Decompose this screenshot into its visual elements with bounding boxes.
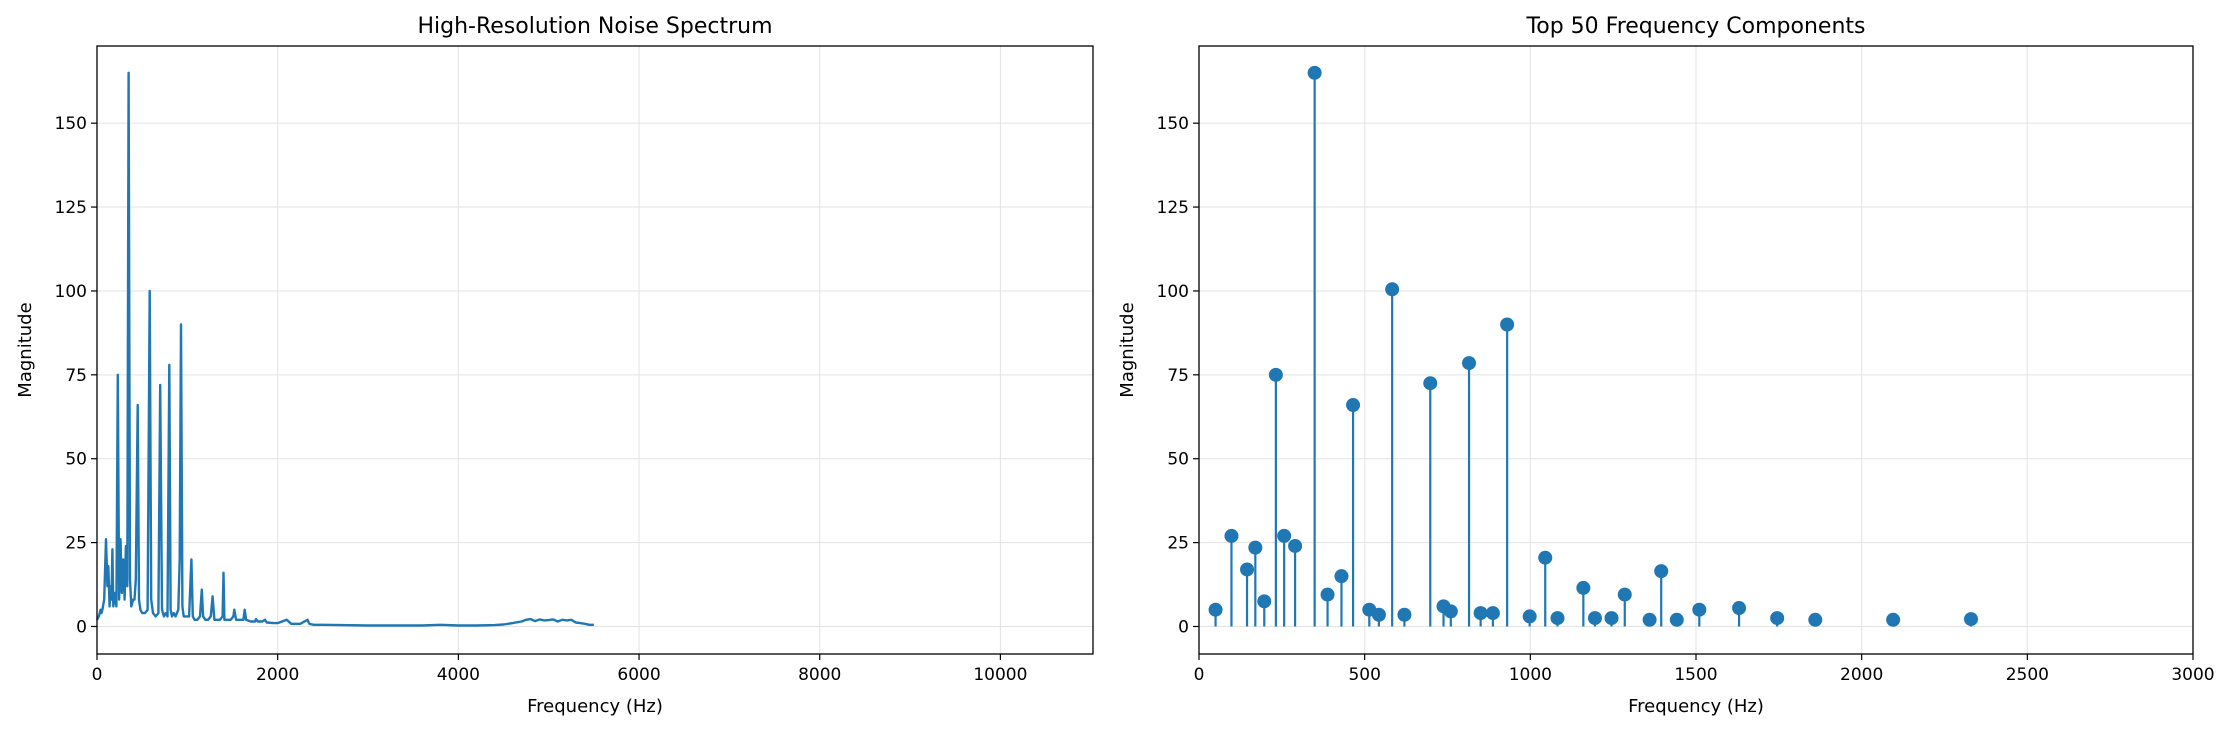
top-components-marker — [1808, 612, 1823, 627]
top-components-x-tick-label: 2500 — [2006, 665, 2049, 685]
top-components-marker — [1423, 376, 1438, 391]
top-components-marker — [1522, 609, 1537, 624]
top-components-marker — [1371, 607, 1386, 622]
top-components-marker — [1334, 569, 1349, 584]
top-components-marker — [1320, 587, 1335, 602]
top-components-marker — [1307, 65, 1322, 80]
top-components-marker — [1576, 580, 1591, 595]
spectrum-x-label: Frequency (Hz) — [527, 696, 663, 717]
top-components-marker — [1248, 540, 1263, 555]
top-components-marker — [1208, 602, 1223, 617]
top-components-marker — [1964, 612, 1979, 627]
top-components-marker — [1654, 564, 1669, 579]
top-components-y-tick-label: 25 — [1167, 534, 1189, 554]
top-components-marker — [1550, 611, 1565, 626]
spectrum-marks — [95, 71, 594, 627]
top-components-marker — [1500, 317, 1515, 332]
spectrum-x-tick-label: 0 — [92, 665, 103, 685]
top-components-marker — [1397, 607, 1412, 622]
spectrum-y-tick-label: 50 — [65, 450, 87, 470]
spectrum-title: High-Resolution Noise Spectrum — [417, 14, 772, 39]
top-components-y-tick-label: 100 — [1157, 282, 1189, 302]
spectrum-y-tick-label: 25 — [65, 534, 87, 554]
top-components-marker — [1770, 611, 1785, 626]
top-components-x-tick-label: 500 — [1348, 665, 1380, 685]
spectrum-x-tick-label: 10000 — [973, 665, 1027, 685]
top-components-marks — [1208, 65, 1979, 627]
top-components-marker — [1669, 612, 1684, 627]
top-components-y-tick-label: 0 — [1178, 617, 1189, 637]
top-components-marker — [1288, 538, 1303, 553]
top-components-grid — [1198, 46, 2194, 654]
spectrum-x-tick-label: 2000 — [256, 665, 299, 685]
top-components-x-label: Frequency (Hz) — [1628, 696, 1764, 717]
spectrum-x-tick-label: 6000 — [617, 665, 660, 685]
top-components-marker — [1617, 587, 1632, 602]
spectrum-y-tick-label: 100 — [55, 282, 87, 302]
top-components-y-label: Magnitude — [1117, 302, 1138, 397]
top-components-marker — [1538, 550, 1553, 565]
top-components-marker — [1485, 606, 1500, 621]
spectrum-axes-frame — [96, 45, 1094, 655]
top-components-y-tick-label: 75 — [1167, 366, 1189, 386]
top-components-title: Top 50 Frequency Components — [1526, 14, 1866, 39]
top-components-marker — [1732, 601, 1747, 616]
spectrum-y-tick-label: 125 — [55, 198, 87, 218]
top-components-marker — [1587, 611, 1602, 626]
top-components-marker — [1257, 594, 1272, 609]
top-components-x-tick-label: 2000 — [1840, 665, 1883, 685]
spectrum-ticks: 0 2000 4000 6000 8000 10000 0 25 50 75 100 125 150 — [55, 114, 1028, 685]
top-components-y-tick-label: 50 — [1167, 450, 1189, 470]
spectrum-series-line — [95, 71, 594, 627]
top-components-marker — [1224, 528, 1239, 543]
top-components-x-tick-label: 0 — [1194, 665, 1205, 685]
top-components-marker — [1642, 612, 1657, 627]
top-components-marker — [1692, 602, 1707, 617]
top-components-marker — [1604, 611, 1619, 626]
top-components-marker — [1346, 398, 1361, 413]
top-components-marker — [1385, 282, 1400, 297]
top-components-y-tick-label: 150 — [1157, 114, 1189, 134]
top-components-marker — [1240, 562, 1255, 577]
spectrum-x-tick-label: 4000 — [437, 665, 480, 685]
top-components-x-tick-label: 3000 — [2171, 665, 2214, 685]
top-components-ticks: 0 500 1000 1500 2000 2500 3000 0 25 50 75 100 125 150 — [1157, 114, 2215, 685]
top-components-x-tick-label: 1500 — [1674, 665, 1717, 685]
spectrum-x-tick-label: 8000 — [798, 665, 841, 685]
spectrum-y-label: Magnitude — [15, 302, 36, 397]
top-components-panel: 0 500 1000 1500 2000 2500 3000 0 25 50 75 100 125 150… — [1117, 14, 2215, 717]
spectrum-grid — [96, 46, 1093, 654]
spectrum-y-tick-label: 150 — [55, 114, 87, 134]
top-components-marker — [1277, 528, 1292, 543]
top-components-marker — [1462, 356, 1477, 371]
spectrum-y-tick-label: 75 — [65, 366, 87, 386]
top-components-marker — [1268, 367, 1283, 382]
top-components-marker — [1473, 606, 1488, 621]
top-components-y-tick-label: 125 — [1157, 198, 1189, 218]
top-components-x-tick-label: 1000 — [1509, 665, 1552, 685]
top-components-marker — [1886, 612, 1901, 627]
top-components-marker — [1443, 604, 1458, 619]
spectrum-panel: 0 2000 4000 6000 8000 10000 0 25 50 75 100 125 150 H… — [15, 14, 1094, 717]
spectrum-y-tick-label: 0 — [76, 617, 87, 637]
